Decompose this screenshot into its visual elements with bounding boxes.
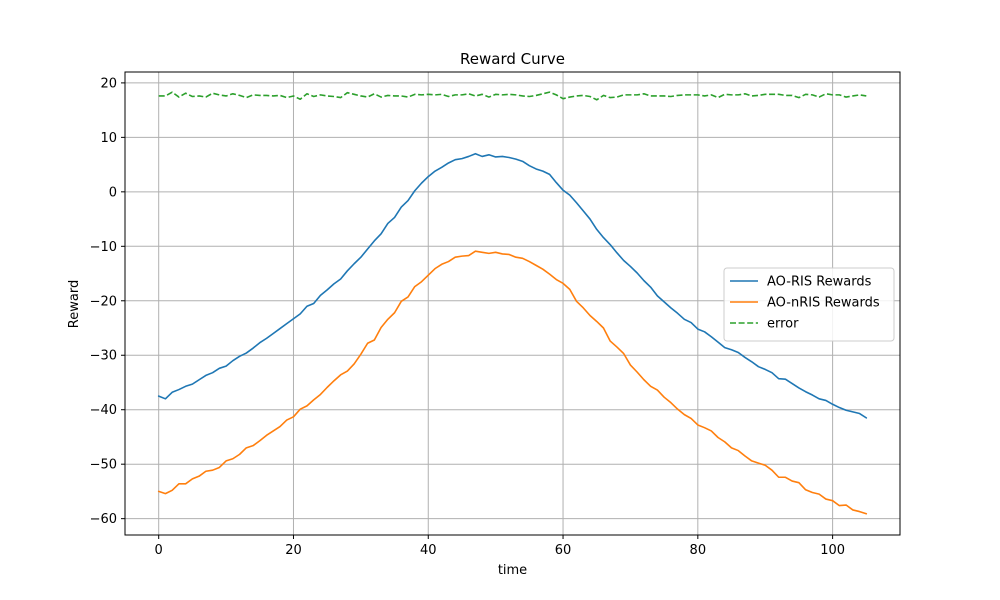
- plot-area-frame: [124, 71, 901, 536]
- y-tick-label: −40: [90, 403, 117, 418]
- y-tick-label: −50: [90, 458, 117, 473]
- y-tick-label: 10: [100, 131, 117, 146]
- legend-label-0: AO-RIS Rewards: [767, 275, 872, 290]
- y-tick-label: −20: [90, 294, 117, 309]
- y-tick-label: −30: [90, 349, 117, 364]
- x-axis-label: time: [498, 563, 527, 578]
- series-line-0: [157, 152, 868, 419]
- x-tick-label: 20: [285, 543, 302, 558]
- series-line-2: [158, 91, 867, 101]
- legend: AO-RIS Rewards AO-nRIS Rewards error: [723, 267, 895, 342]
- x-tick-label: 100: [820, 543, 845, 558]
- chart-title: Reward Curve: [460, 50, 565, 68]
- x-tick-label: 80: [690, 543, 707, 558]
- y-tick-label: 0: [109, 185, 117, 200]
- legend-box: [723, 267, 895, 342]
- legend-label-2: error: [767, 317, 799, 332]
- axis-ticks: 0 20 40 60 80 100 −60 −50 −40 −30 −20 −10 0 10 20: [90, 76, 845, 558]
- y-tick-label: −10: [90, 240, 117, 255]
- legend-label-1: AO-nRIS Rewards: [767, 296, 880, 311]
- x-tick-label: 0: [155, 543, 163, 558]
- series-lines: [157, 91, 868, 515]
- x-tick-label: 40: [420, 543, 437, 558]
- y-tick-label: −60: [90, 512, 117, 527]
- x-tick-label: 60: [555, 543, 572, 558]
- y-axis-label: Reward: [67, 280, 82, 328]
- y-tick-label: 20: [100, 76, 117, 91]
- series-line-1: [157, 250, 868, 515]
